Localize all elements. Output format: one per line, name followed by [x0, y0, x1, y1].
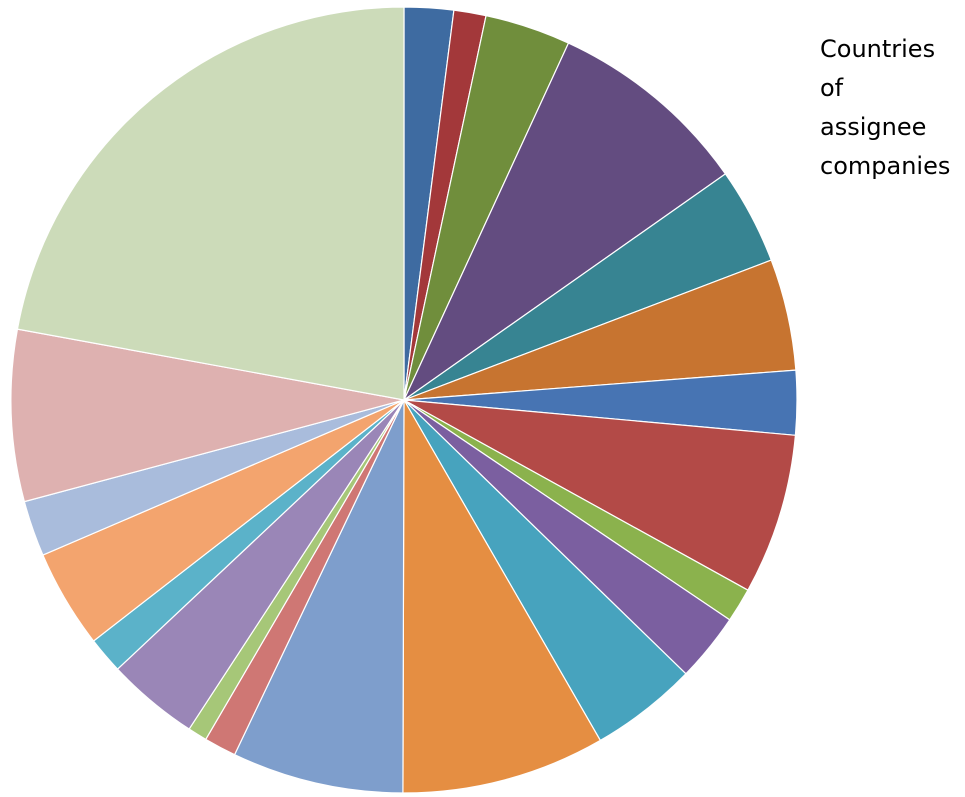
- pie-slice-13: [234, 399, 405, 794]
- pie-slice-4: [403, 42, 727, 401]
- pie-slices: [10, 6, 798, 794]
- pie-slice-20: [10, 328, 405, 503]
- chart-title: Countries of assignee companies: [820, 35, 951, 180]
- pie-slice-12: [402, 399, 601, 794]
- pie-slice-21: [16, 6, 405, 401]
- pie-slice-8: [403, 399, 797, 591]
